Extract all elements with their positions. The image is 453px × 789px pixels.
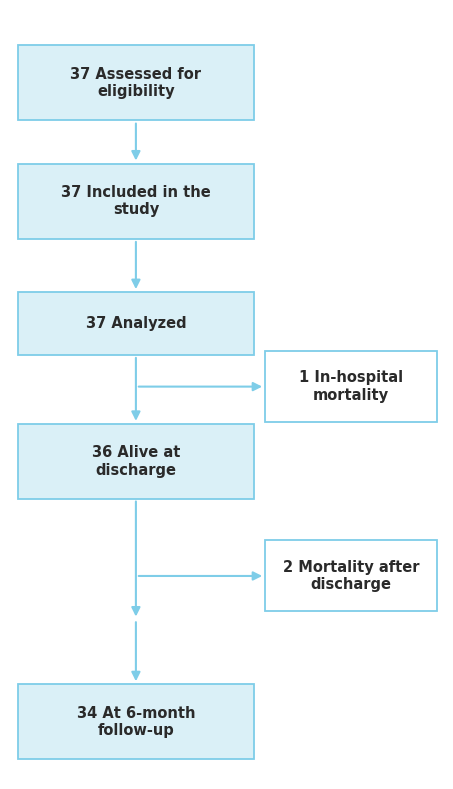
FancyBboxPatch shape bbox=[18, 424, 254, 499]
FancyBboxPatch shape bbox=[265, 540, 437, 611]
Text: 37 Assessed for
eligibility: 37 Assessed for eligibility bbox=[70, 66, 202, 99]
Text: 37 Included in the
study: 37 Included in the study bbox=[61, 185, 211, 218]
Text: 34 At 6-month
follow-up: 34 At 6-month follow-up bbox=[77, 705, 195, 739]
FancyBboxPatch shape bbox=[18, 45, 254, 121]
FancyBboxPatch shape bbox=[18, 292, 254, 355]
Text: 1 In-hospital
mortality: 1 In-hospital mortality bbox=[299, 370, 403, 403]
FancyBboxPatch shape bbox=[18, 164, 254, 239]
Text: 36 Alive at
discharge: 36 Alive at discharge bbox=[92, 445, 180, 478]
Text: 2 Mortality after
discharge: 2 Mortality after discharge bbox=[283, 559, 419, 593]
Text: 37 Analyzed: 37 Analyzed bbox=[86, 316, 186, 331]
FancyBboxPatch shape bbox=[18, 684, 254, 759]
FancyBboxPatch shape bbox=[265, 351, 437, 422]
